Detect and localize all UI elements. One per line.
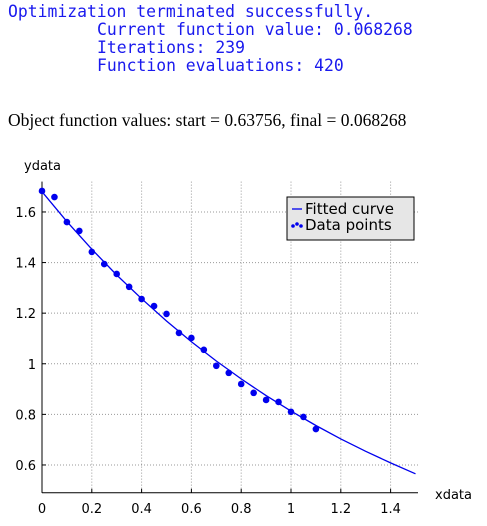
console-line: Current function value: 0.068268 bbox=[97, 20, 413, 39]
console-line: Function evaluations: 420 bbox=[97, 56, 344, 75]
data-point bbox=[312, 425, 320, 433]
console-line: Iterations: 239 bbox=[97, 38, 245, 57]
legend-swatch bbox=[291, 224, 295, 228]
data-point bbox=[213, 362, 220, 370]
legend-box bbox=[286, 196, 415, 241]
data-point bbox=[51, 193, 58, 201]
data-point bbox=[225, 369, 233, 377]
x-tick-label: 0.2 bbox=[81, 502, 102, 517]
y-tick-label: 1.4 bbox=[15, 257, 36, 272]
x-tick-label: 0.8 bbox=[231, 502, 252, 517]
data-point bbox=[150, 302, 158, 310]
data-point bbox=[188, 334, 195, 342]
data-point bbox=[88, 248, 96, 256]
x-axis-label: xdata bbox=[435, 488, 472, 503]
data-point bbox=[300, 413, 307, 421]
data-point bbox=[200, 346, 208, 354]
y-tick-label: 0.8 bbox=[15, 408, 36, 423]
legend-label: Fitted curve bbox=[305, 200, 394, 218]
data-point bbox=[287, 408, 295, 416]
data-point bbox=[38, 187, 46, 195]
x-tick-label: 1 bbox=[287, 502, 295, 517]
data-point bbox=[63, 218, 71, 226]
data-point bbox=[113, 270, 120, 278]
y-tick-label: 1 bbox=[28, 358, 36, 373]
data-point bbox=[250, 389, 257, 397]
console-line: Optimization terminated successfully. bbox=[8, 2, 373, 21]
data-point bbox=[275, 398, 282, 406]
data-point bbox=[100, 260, 108, 268]
data-point bbox=[237, 380, 245, 388]
legend-swatch bbox=[299, 224, 303, 228]
y-tick-label: 1.2 bbox=[15, 307, 36, 322]
chart: 0.6 0.8 1 1.2 1.4 1.6 0 0.2 0.4 0.6 0.8 1 1.2 1.4 ydat… bbox=[15, 159, 472, 517]
y-axis-label: ydata bbox=[24, 159, 61, 174]
data-point bbox=[175, 329, 183, 337]
data-point bbox=[138, 295, 145, 303]
x-tick-label: 0.4 bbox=[131, 502, 152, 517]
data-point bbox=[262, 396, 270, 404]
data-point bbox=[163, 310, 170, 318]
x-tick-label: 0.6 bbox=[181, 502, 202, 517]
y-tick-label: 1.6 bbox=[15, 206, 36, 221]
legend-swatch bbox=[295, 222, 299, 226]
legend-label: Data points bbox=[305, 216, 392, 234]
data-point bbox=[125, 283, 133, 291]
y-tick-label: 0.6 bbox=[15, 459, 36, 474]
x-tick-label: 1.4 bbox=[380, 502, 401, 517]
summary: Object function values: start = 0.63756,… bbox=[8, 110, 407, 130]
x-tick-label: 0 bbox=[38, 502, 46, 517]
x-tick-label: 1.2 bbox=[330, 502, 351, 517]
data-point bbox=[76, 227, 83, 235]
